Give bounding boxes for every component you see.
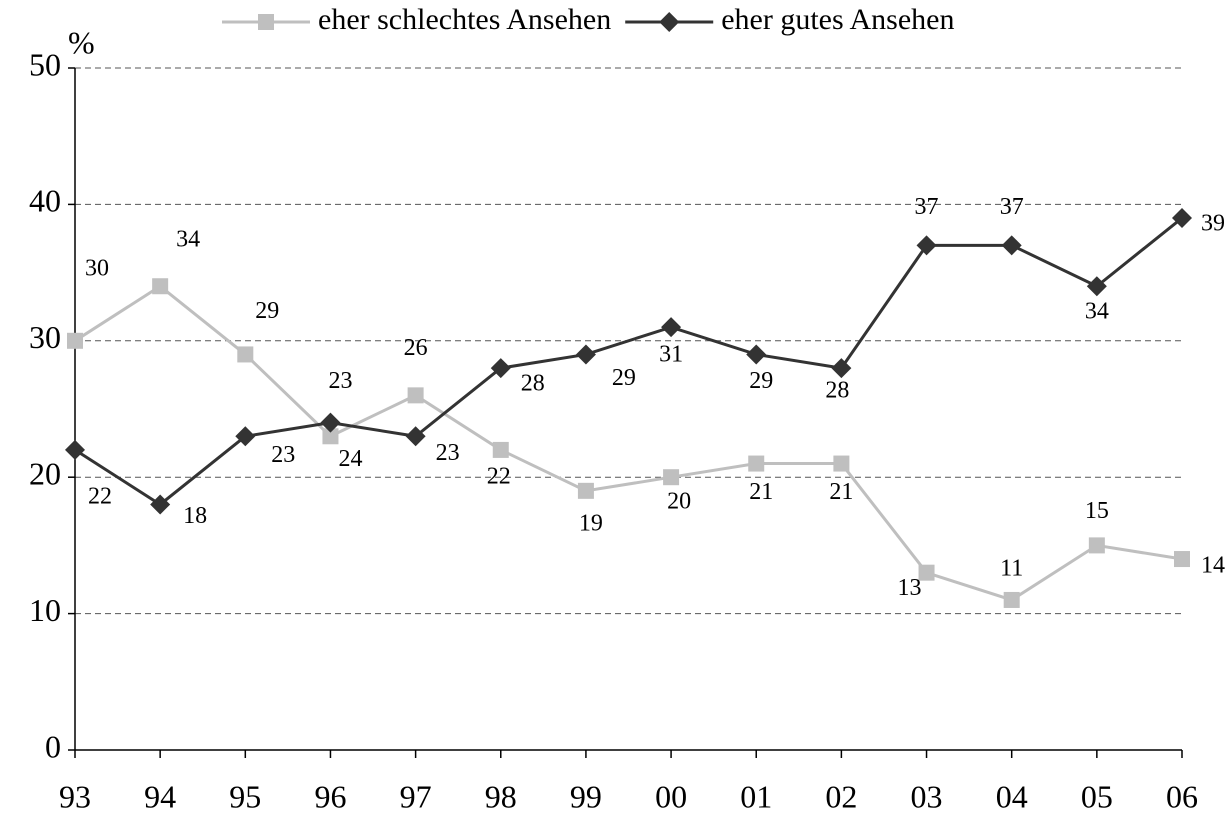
data-label: 39 — [1201, 211, 1225, 237]
x-tick-label: 06 — [1166, 778, 1198, 814]
marker — [322, 428, 339, 445]
data-label: 22 — [88, 483, 112, 509]
marker — [1172, 208, 1192, 229]
data-label: 34 — [176, 227, 200, 253]
x-tick-label: 02 — [825, 778, 857, 814]
marker — [577, 482, 594, 499]
x-tick-label: 99 — [570, 778, 602, 814]
data-label: 29 — [255, 298, 279, 324]
x-tick-label: 00 — [655, 778, 687, 814]
marker — [490, 358, 511, 379]
marker — [1088, 537, 1105, 554]
data-label: 21 — [749, 479, 773, 505]
data-label: 30 — [85, 255, 109, 281]
marker — [1174, 551, 1190, 568]
marker — [65, 439, 85, 460]
data-label: 23 — [436, 440, 460, 466]
marker — [237, 346, 254, 363]
data-label: 28 — [825, 378, 849, 404]
data-label: 23 — [328, 368, 352, 394]
x-tick-label: 94 — [144, 778, 176, 814]
x-tick-label: 04 — [996, 778, 1028, 814]
x-tick-label: 03 — [911, 778, 943, 814]
y-tick-label: 30 — [29, 319, 61, 355]
marker — [150, 494, 171, 515]
series-line — [74, 216, 1183, 507]
data-label: 21 — [829, 479, 853, 505]
x-tick-label: 01 — [740, 778, 772, 814]
marker — [67, 332, 83, 349]
marker — [918, 564, 935, 581]
data-label: 26 — [404, 335, 428, 361]
y-tick-label: 20 — [29, 456, 61, 492]
y-tick-label: 0 — [45, 728, 61, 764]
data-label: 14 — [1201, 553, 1225, 579]
y-tick-label: 10 — [29, 592, 61, 628]
data-label: 22 — [487, 463, 511, 489]
marker — [661, 317, 682, 338]
data-label: 18 — [183, 503, 207, 529]
marker — [663, 469, 680, 486]
data-label: 34 — [1085, 299, 1109, 325]
marker — [831, 358, 852, 379]
data-label: 15 — [1085, 498, 1109, 524]
data-label: 37 — [1000, 194, 1024, 220]
marker — [575, 344, 596, 365]
x-tick-label: 97 — [400, 778, 432, 814]
y-tick-label: 40 — [29, 183, 61, 219]
data-label: 23 — [271, 442, 295, 468]
data-label: 13 — [898, 575, 922, 601]
x-tick-label: 95 — [229, 778, 261, 814]
marker — [492, 441, 509, 458]
y-tick-label: 50 — [29, 46, 61, 82]
data-label: 24 — [338, 446, 362, 472]
data-label: 20 — [667, 489, 691, 515]
x-tick-label: 96 — [314, 778, 346, 814]
data-label: 31 — [659, 342, 683, 368]
marker — [407, 387, 424, 404]
x-tick-label: 98 — [485, 778, 517, 814]
x-tick-label: 93 — [59, 778, 91, 814]
marker — [748, 455, 765, 472]
marker — [235, 426, 256, 447]
marker — [746, 344, 767, 365]
data-label: 19 — [579, 510, 603, 536]
data-label: 37 — [915, 194, 939, 220]
legend-marker — [659, 12, 680, 32]
legend-marker — [258, 14, 274, 30]
data-label: 29 — [612, 365, 636, 391]
marker — [320, 412, 341, 433]
data-label: 11 — [1000, 555, 1023, 581]
data-label: 29 — [749, 368, 773, 394]
series-line — [74, 284, 1183, 602]
marker — [916, 235, 937, 256]
marker — [1086, 276, 1107, 297]
marker — [405, 426, 426, 447]
legend-label: eher schlechtes Ansehen — [318, 3, 611, 36]
marker — [833, 455, 850, 472]
data-label: 28 — [521, 371, 545, 397]
legend-label: eher gutes Ansehen — [721, 3, 954, 36]
x-tick-label: 05 — [1081, 778, 1113, 814]
marker — [1001, 235, 1022, 256]
marker — [152, 278, 169, 295]
marker — [1003, 591, 1020, 608]
y-axis-label: % — [68, 24, 95, 60]
